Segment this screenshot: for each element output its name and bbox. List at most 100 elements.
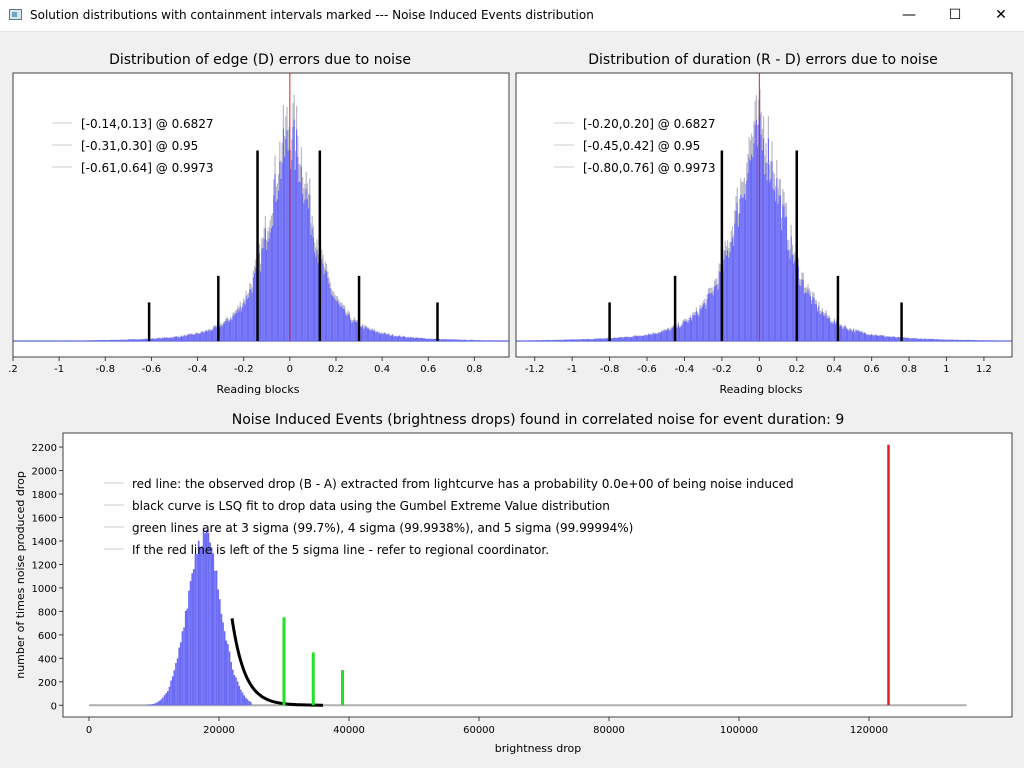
histogram-bar: [398, 335, 400, 341]
histogram-bar-edge: [719, 264, 721, 272]
histogram-bar-edge: [345, 312, 347, 315]
histogram-bar: [628, 337, 630, 341]
histogram-bar-edge: [356, 320, 358, 323]
histogram-bar-edge: [782, 188, 784, 205]
histogram-bar: [435, 338, 437, 341]
histogram-bar-edge: [351, 320, 353, 323]
histogram-bar: [842, 328, 844, 341]
histogram-bar: [712, 295, 714, 341]
histogram-bar: [927, 338, 929, 341]
histogram-bar-edge: [754, 100, 756, 125]
histogram-bar-edge: [402, 335, 404, 337]
histogram-bar-edge: [268, 227, 270, 239]
histogram-bar: [797, 266, 799, 341]
histogram-bar: [578, 339, 580, 341]
histogram-bar-edge: [883, 335, 885, 336]
histogram-bar: [662, 331, 664, 341]
histogram-bar: [759, 114, 761, 341]
histogram-bar-edge: [305, 172, 307, 189]
histogram-bar: [328, 283, 330, 341]
close-button[interactable]: ✕: [995, 7, 1007, 23]
histogram-bar: [884, 336, 886, 341]
histogram-bar: [812, 296, 814, 341]
histogram-bar-edge: [833, 318, 835, 321]
maximize-button[interactable]: ☐: [948, 7, 962, 23]
histogram-bar: [381, 333, 383, 341]
histogram-bar: [523, 340, 525, 341]
histogram-bar: [557, 339, 559, 341]
histogram-bar: [752, 157, 754, 341]
histogram-bar-edge: [725, 246, 727, 256]
histogram-bar-edge: [812, 291, 814, 297]
histogram-bar-edge: [663, 329, 665, 331]
histogram-bar: [871, 334, 873, 341]
histogram-bar: [769, 182, 771, 341]
histogram-bar: [716, 284, 718, 341]
histogram-bar: [934, 339, 936, 341]
histogram-bar: [607, 338, 609, 341]
histogram-bar: [498, 340, 500, 341]
histogram-bar: [667, 329, 669, 341]
histogram-bar: [904, 337, 906, 341]
histogram-bar: [113, 339, 115, 341]
histogram-bar: [519, 340, 521, 341]
histogram-bar-edge: [752, 136, 754, 158]
histogram-bar-edge: [797, 257, 799, 267]
histogram-bar: [681, 325, 683, 341]
histogram-bar: [587, 338, 589, 341]
histogram-bar: [931, 338, 933, 341]
histogram-bar: [568, 339, 570, 341]
histogram-bar: [335, 300, 337, 341]
histogram-bar: [332, 295, 334, 341]
histogram-bar: [428, 338, 430, 341]
histogram-bar-edge: [808, 288, 810, 294]
histogram-bar: [483, 340, 485, 341]
histogram-bar: [206, 529, 208, 706]
minimize-button[interactable]: —: [902, 7, 916, 23]
histogram-bar: [994, 340, 996, 341]
histogram-bar: [685, 321, 687, 341]
histogram-bar: [613, 337, 615, 341]
histogram-bar: [742, 197, 744, 341]
histogram-bar-edge: [779, 179, 781, 196]
histogram-bar: [215, 327, 217, 341]
histogram-bar-edge: [221, 324, 223, 327]
histogram-bar: [233, 675, 236, 706]
x-tick-label: 60000: [463, 725, 495, 736]
histogram-bar-edge: [348, 311, 350, 315]
histogram-bar: [563, 339, 565, 341]
histogram-bar-edge: [761, 128, 763, 151]
histogram-bar-edge: [294, 150, 296, 170]
histogram-bar-edge: [375, 331, 377, 333]
histogram-bar-edge: [723, 250, 725, 260]
histogram-bar: [330, 294, 332, 341]
histogram-bar: [384, 333, 386, 341]
histogram-bar: [171, 337, 173, 341]
chart-title: Noise Induced Events (brightness drops) …: [232, 412, 845, 428]
histogram-bar: [221, 326, 223, 341]
histogram-bar: [717, 289, 719, 341]
histogram-bar-edge: [751, 133, 753, 155]
histogram-bar: [847, 329, 849, 341]
x-tick-label: 40000: [333, 725, 365, 736]
histogram-bar: [200, 333, 202, 341]
histogram-bar: [916, 338, 918, 341]
histogram-bar: [715, 285, 717, 341]
histogram-bar: [122, 339, 124, 341]
histogram-bar: [166, 337, 168, 341]
histogram-bar: [713, 286, 715, 341]
histogram-bar: [71, 340, 73, 341]
histogram-bar: [615, 338, 617, 341]
histogram-bar-edge: [300, 147, 302, 167]
histogram-bar-edge: [706, 294, 708, 300]
title-bar[interactable]: Solution distributions with containment …: [0, 0, 1024, 32]
histogram-bar: [472, 339, 474, 341]
histogram-bar-edge: [860, 331, 862, 333]
histogram-bar-edge: [664, 328, 666, 331]
histogram-bar-edge: [700, 305, 702, 310]
histogram-bar: [193, 569, 195, 706]
histogram-bar-edge: [653, 333, 655, 334]
histogram-bar: [192, 334, 194, 341]
histogram-bar: [920, 338, 922, 341]
histogram-bar-edge: [633, 335, 635, 337]
